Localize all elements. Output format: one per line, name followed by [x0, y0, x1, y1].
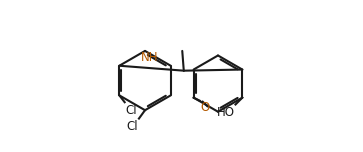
Text: Cl: Cl — [125, 104, 137, 117]
Text: NH: NH — [141, 51, 159, 64]
Text: O: O — [200, 102, 209, 114]
Text: Cl: Cl — [127, 120, 138, 133]
Text: HO: HO — [217, 106, 235, 119]
